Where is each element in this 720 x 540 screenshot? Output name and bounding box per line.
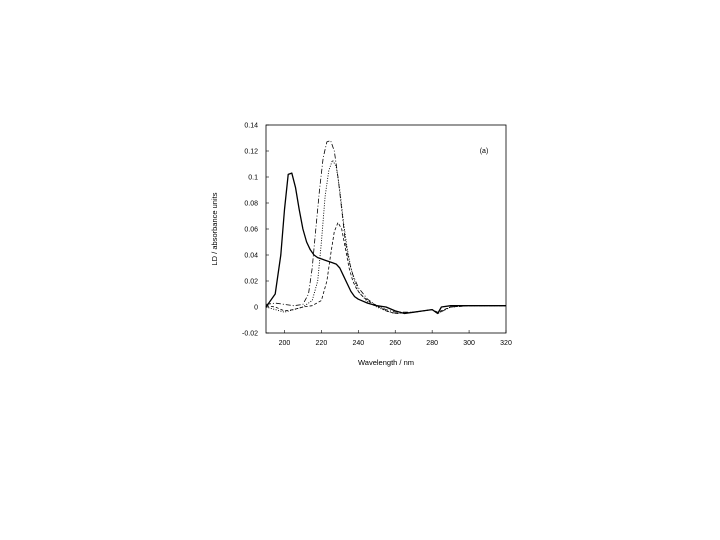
x-axis-title: Wavelength / nm [358,358,414,367]
series-layer [265,140,506,315]
y-tick-label: -0.02 [242,331,258,338]
plot-frame [265,124,507,334]
series-line-3-dotted [265,159,506,314]
y-axis-ticks: -0.02 0 0.02 0.04 0.06 0.08 0.1 0.12 0.14 [242,123,269,338]
series-line-1-solid [265,172,506,315]
x-tick-label: 240 [352,340,364,347]
x-tick-label: 280 [426,340,438,347]
x-tick-label: 320 [500,340,512,347]
y-tick-label: 0.04 [244,253,258,260]
series-line-4-dashed [265,222,506,314]
y-tick-label: 0.12 [244,149,258,156]
y-tick-label: 0.1 [248,175,258,182]
panel-label: (a) [480,148,489,155]
y-tick-label: 0.08 [244,201,258,208]
x-tick-label: 220 [316,340,328,347]
y-axis-title: LD / absorbance units [210,192,219,265]
x-axis-ticks: 200 220 240 260 280 300 320 [279,330,512,347]
y-tick-label: 0.14 [244,123,258,130]
y-tick-label: 0 [254,305,258,312]
x-tick-label: 300 [463,340,475,347]
x-tick-label: 260 [389,340,401,347]
y-tick-label: 0.02 [244,279,258,286]
x-tick-label: 200 [279,340,291,347]
y-tick-label: 0.06 [244,227,258,234]
